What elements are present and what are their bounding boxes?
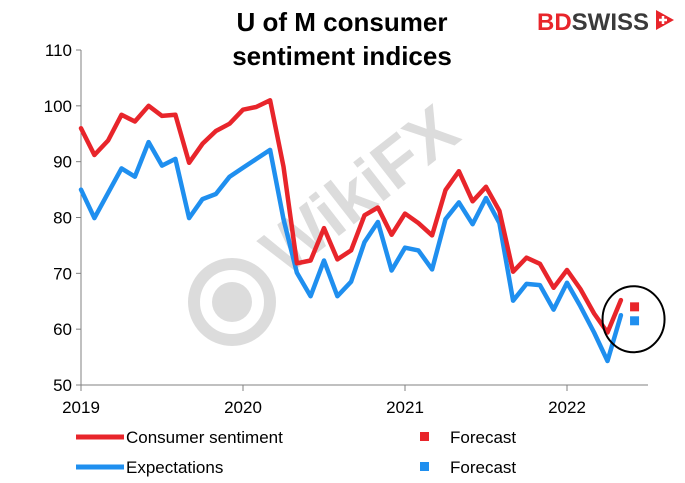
y-axis-ticks: 50 60 70 80 90 100 110 xyxy=(44,41,81,395)
y-tick-label: 60 xyxy=(53,320,72,339)
brand-logo: BDSWISS xyxy=(537,9,674,36)
series-line-expectations xyxy=(78,139,624,364)
legend-label-forecast-expectations: Forecast xyxy=(450,458,516,477)
y-tick-label: 80 xyxy=(53,209,72,228)
legend-label-forecast-sentiment: Forecast xyxy=(450,428,516,447)
y-tick-label: 110 xyxy=(45,41,72,60)
y-tick-label: 70 xyxy=(53,264,72,283)
forecast-marker-consumer-sentiment xyxy=(630,302,640,312)
chart-title-line-2: sentiment indices xyxy=(232,41,452,71)
x-tick-label: 2022 xyxy=(548,398,586,417)
x-axis-ticks: 2019 2020 2021 2022 xyxy=(62,385,586,417)
brand-bd-text: BD xyxy=(537,9,572,36)
watermark-logo-core-icon xyxy=(212,282,252,322)
legend-label-expectations: Expectations xyxy=(126,458,223,477)
chart-title-line-1: U of M consumer xyxy=(237,7,448,37)
x-tick-label: 2020 xyxy=(224,398,262,417)
y-tick-label: 50 xyxy=(53,376,72,395)
x-tick-label: 2019 xyxy=(62,398,100,417)
watermark: WikiFX xyxy=(188,91,472,346)
y-tick-label: 90 xyxy=(53,153,72,172)
forecast-highlight-circle xyxy=(601,285,666,354)
svg-text:BDSWISS: BDSWISS xyxy=(537,9,649,36)
x-tick-label: 2021 xyxy=(386,398,424,417)
legend-marker-forecast-expectations xyxy=(420,462,429,471)
legend-marker-forecast-sentiment xyxy=(420,432,429,441)
y-tick-label: 100 xyxy=(44,97,72,116)
legend: Consumer sentiment Forecast Expectations… xyxy=(76,428,516,477)
forecast-marker-expectations xyxy=(630,316,640,326)
forecast-annotation xyxy=(601,285,666,354)
legend-label-consumer-sentiment: Consumer sentiment xyxy=(126,428,283,447)
forecast-markers xyxy=(630,302,640,326)
watermark-logo-icon xyxy=(188,258,276,346)
brand-swiss-text: SWISS xyxy=(572,9,649,36)
series-lines xyxy=(78,98,624,364)
series-line-consumer-sentiment xyxy=(78,98,624,335)
